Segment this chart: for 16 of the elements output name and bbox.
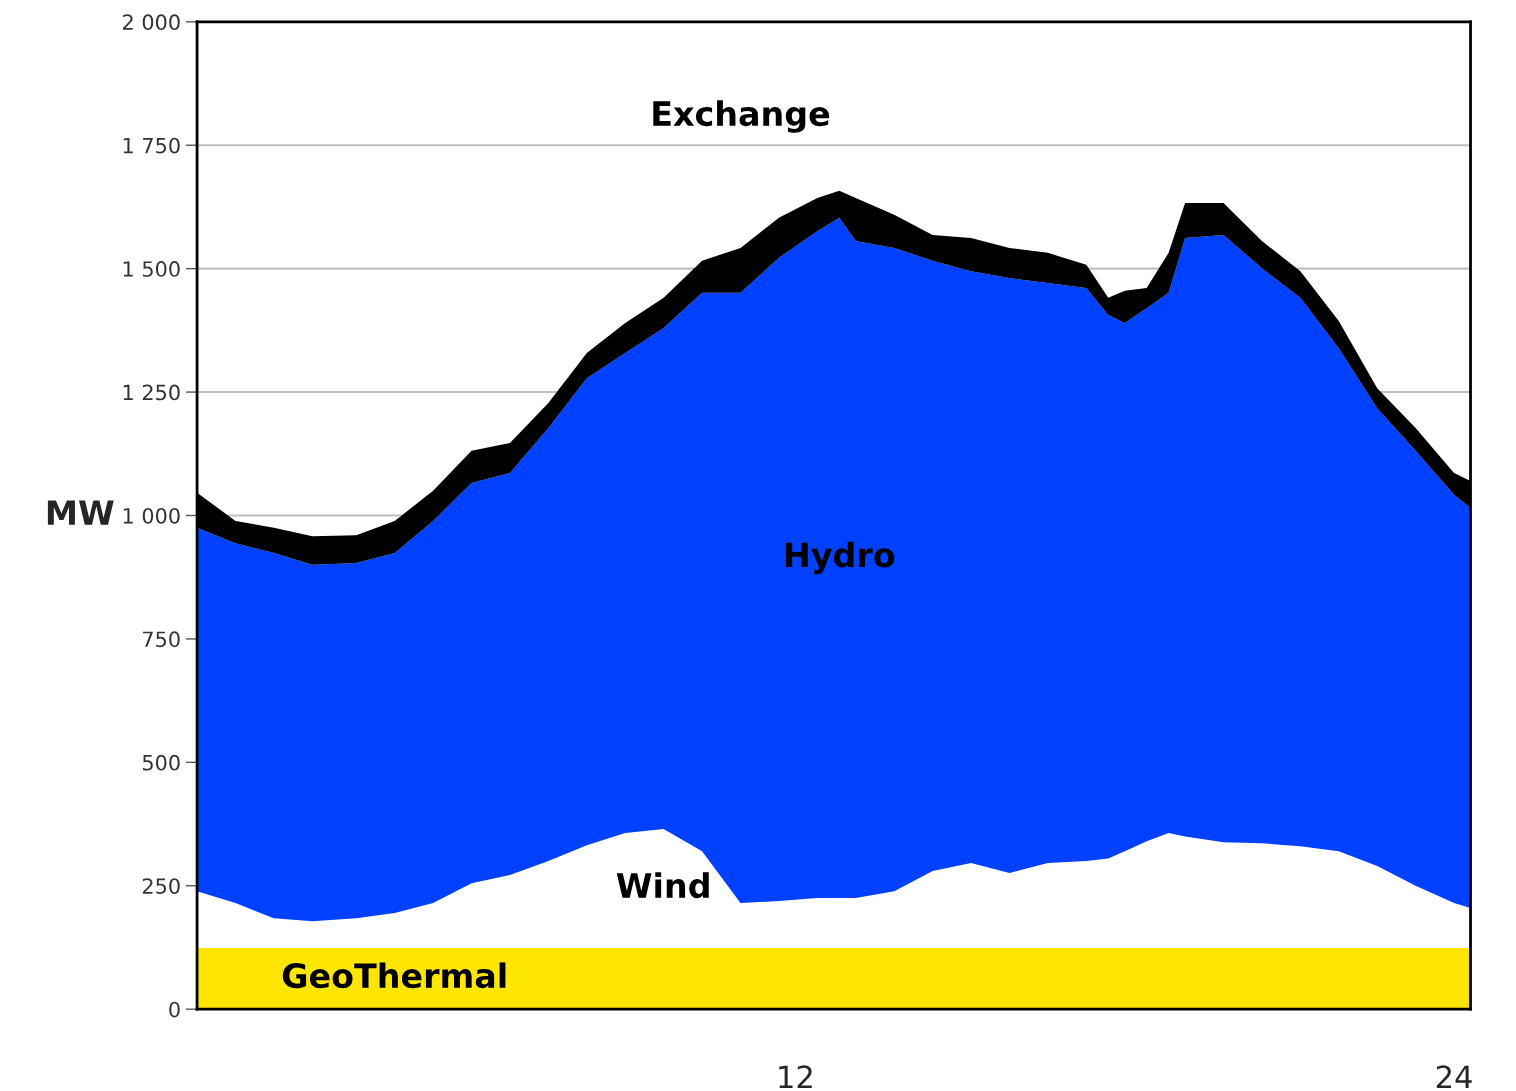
y-tick-label: 1 250 <box>123 384 180 401</box>
y-tick-label: 250 <box>142 878 180 894</box>
y-tick-label: 500 <box>142 754 180 771</box>
series-label: Wind <box>616 872 709 899</box>
series-label: Exchange <box>653 100 830 133</box>
y-tick-label: 1 750 <box>123 137 180 154</box>
y-tick-label: 2 000 <box>122 14 180 31</box>
x-tick-label: 24 <box>1436 1065 1472 1088</box>
series-label: GeoThermal <box>282 962 506 989</box>
y-tick-label: 1 000 <box>123 507 180 524</box>
x-tick-label: 12 <box>779 1065 812 1088</box>
series-label: Hydro <box>785 541 895 575</box>
y-tick-label: 1 500 <box>123 261 180 277</box>
y-tick-label: 750 <box>143 631 180 648</box>
y-tick-label: 0 <box>169 1001 180 1018</box>
y-axis-title: MW <box>47 500 114 525</box>
